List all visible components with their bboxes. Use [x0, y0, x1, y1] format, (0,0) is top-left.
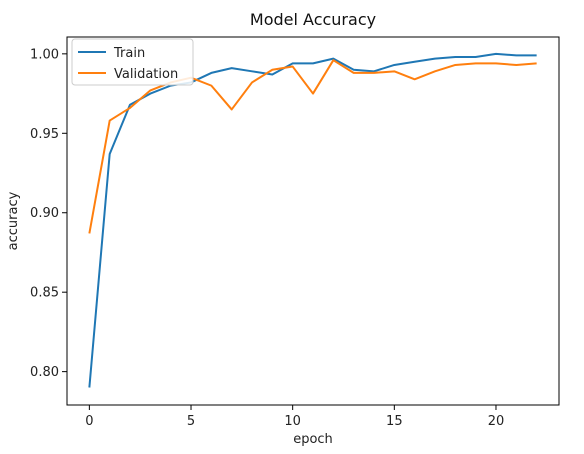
plot-area: [66, 36, 560, 406]
legend: Train Validation: [71, 38, 194, 86]
legend-label-validation: Validation: [114, 67, 178, 82]
series-lines: [88, 52, 537, 388]
legend-label-train: Train: [113, 46, 145, 61]
y-tick-label: 0.80: [30, 365, 59, 380]
x-tick-label: 15: [386, 414, 403, 429]
x-axis-label: epoch: [293, 432, 333, 447]
chart-title: Model Accuracy: [250, 10, 376, 29]
x-tick-label: 20: [488, 414, 505, 429]
y-axis-label: accuracy: [6, 191, 21, 250]
series-line-train: [88, 52, 537, 388]
plot-frame: [66, 36, 560, 406]
x-axis: 0 5 10 15 20: [85, 405, 504, 429]
y-tick-label: 0.95: [30, 127, 59, 142]
series-line-validation: [88, 59, 537, 234]
x-tick-label: 0: [85, 414, 93, 429]
x-tick-label: 5: [187, 414, 195, 429]
y-tick-label: 1.00: [30, 47, 59, 62]
y-tick-label: 0.90: [30, 206, 59, 221]
y-axis: 0.80 0.85 0.90 0.95 1.00: [30, 47, 67, 380]
y-tick-label: 0.85: [30, 286, 59, 301]
x-tick-label: 10: [284, 414, 301, 429]
